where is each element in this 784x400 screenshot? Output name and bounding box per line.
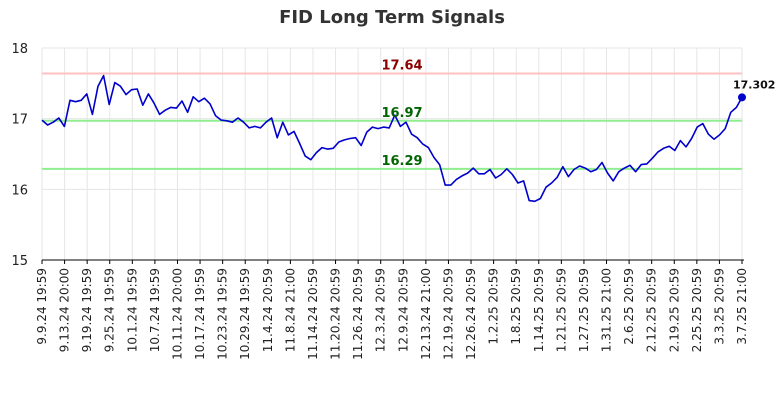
chart-title: FID Long Term Signals: [279, 7, 505, 28]
x-tick-label: 1.21.25 20:59: [554, 268, 568, 352]
x-tick-label: 10.7.24 19:59: [148, 268, 162, 352]
x-tick-label: 2.6.25 20:59: [622, 268, 636, 345]
x-tick-label: 10.17.24 19:59: [193, 268, 207, 360]
price-series: [41, 74, 746, 203]
x-tick-label: 1.14.25 20:59: [532, 268, 546, 352]
x-tick-label: 12.3.24 20:59: [374, 268, 388, 352]
y-tick-label: 18: [11, 42, 28, 57]
x-tick-label: 11.8.24 21:00: [283, 268, 297, 352]
x-tick-label: 11.20.24 20:59: [329, 268, 343, 360]
signal-level-label: 16.29: [381, 154, 422, 169]
last-price-label: 17.302: [733, 78, 775, 91]
x-tick-label: 9.19.24 19:59: [80, 268, 94, 352]
y-tick-label: 16: [11, 183, 28, 198]
x-tick-label: 3.3.25 20:59: [712, 268, 726, 345]
x-tick-label: 3.7.25 21:00: [735, 268, 749, 345]
signal-level-label: 17.64: [381, 58, 422, 73]
x-tick-label: 9.25.24 19:59: [103, 268, 117, 352]
last-price-point: [738, 93, 746, 102]
x-tick-label: 9.13.24 20:00: [58, 268, 72, 352]
x-tick-label: 12.9.24 20:59: [396, 268, 410, 352]
y-tick-label: 17: [11, 113, 28, 128]
x-tick-label: 12.13.24 21:00: [419, 268, 433, 360]
x-tick-label: 10.1.24 19:59: [125, 268, 139, 352]
x-tick-label: 1.27.25 20:59: [577, 268, 591, 352]
x-tick-label: 12.19.24 20:59: [441, 268, 455, 360]
x-tick-label: 1.2.25 20:59: [487, 268, 501, 345]
x-tick-label: 10.11.24 20:00: [170, 268, 184, 360]
x-tick-label: 12.26.24 20:59: [464, 268, 478, 360]
x-tick-label: 11.4.24 20:59: [261, 268, 275, 352]
grid-layer: [41, 47, 743, 261]
x-tick-label: 10.23.24 19:59: [216, 268, 230, 360]
price-line: [41, 74, 743, 203]
y-tick-label: 15: [11, 254, 28, 269]
x-tick-label: 1.8.25 20:59: [509, 268, 523, 345]
chart-labels: 17.64 16.97 16.29 17.302: [381, 58, 775, 168]
signal-level-label: 16.97: [381, 106, 422, 121]
x-tick-label: 2.12.25 20:59: [645, 268, 659, 352]
x-tick-label: 2.19.25 20:59: [667, 268, 681, 352]
x-tick-label: 1.31.25 21:00: [600, 268, 614, 352]
x-tick-label: 9.9.24 19:59: [35, 268, 49, 345]
axes: 15 16 17 18 9.9.24 19:59 9.13.24 20:00 9.19.24…: [11, 42, 749, 360]
x-tick-label: 11.26.24 20:59: [351, 268, 365, 360]
x-tick-label: 10.29.24 19:59: [238, 268, 252, 360]
x-tick-label: 11.14.24 20:59: [306, 268, 320, 360]
x-tick-label: 2.25.25 20:59: [690, 268, 704, 352]
